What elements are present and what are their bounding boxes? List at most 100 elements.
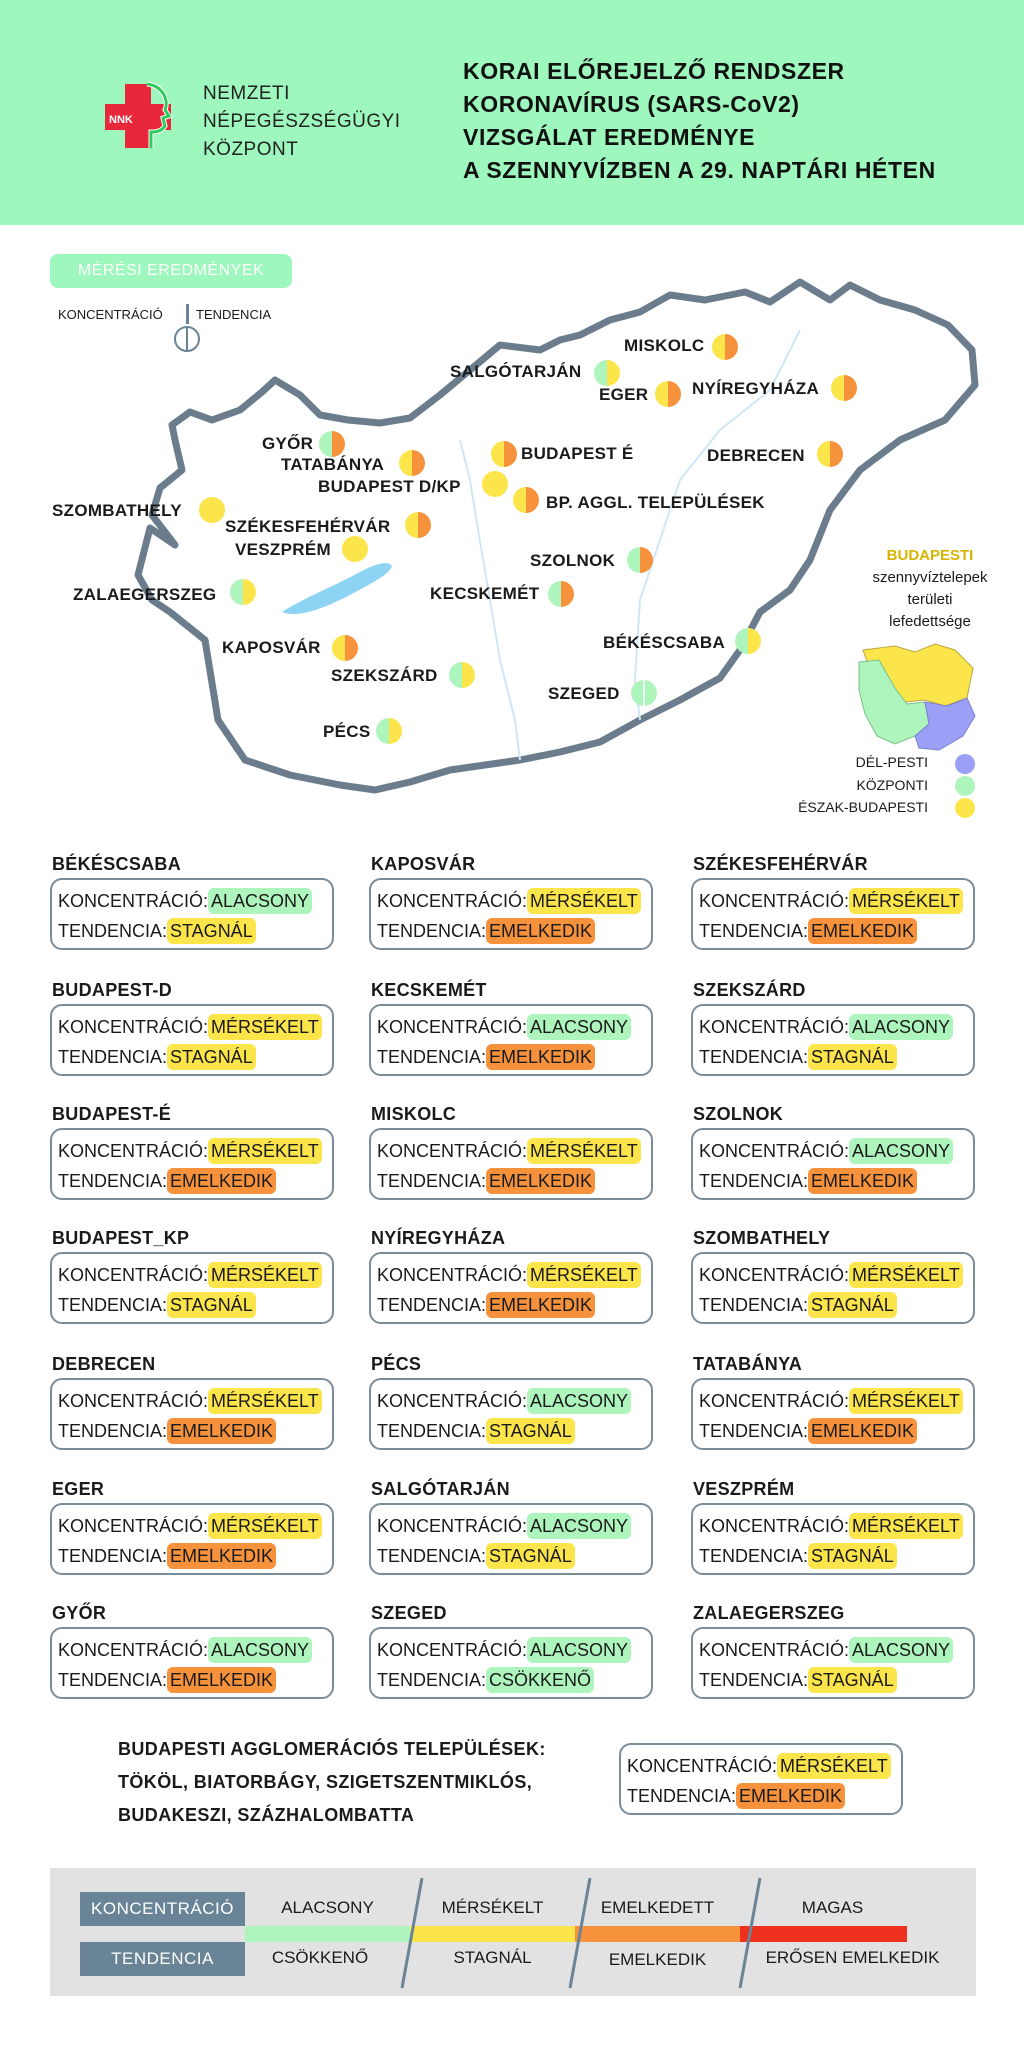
veszprem-status-icon	[342, 536, 368, 562]
result-card: KONCENTRÁCIÓ: MÉRSÉKELT TENDENCIA: EMELKEDI…	[50, 1378, 334, 1450]
card-title: PÉCS	[371, 1354, 422, 1374]
miskolc-status-icon	[712, 334, 738, 360]
scale-bar-magas	[740, 1926, 907, 1942]
result-card: KONCENTRÁCIÓ: ALACSONY TENDENCIA: STAGNÁL	[691, 1004, 975, 1076]
tendency-value: EMELKEDIK	[808, 1168, 918, 1194]
tendency-value: STAGNÁL	[486, 1418, 575, 1444]
map-label-kecskemet: KECSKEMÉT	[430, 584, 540, 603]
concentration-value: ALACSONY	[527, 1513, 632, 1539]
page-title: KORAI ELŐREJELZŐ RENDSZER KORONAVÍRUS (S…	[463, 58, 936, 183]
section-label: MÉRÉSI EREDMÉNYEK	[50, 254, 292, 288]
concentration-label: KONCENTRÁCIÓ:	[699, 1141, 850, 1161]
scale-bar-alacsony	[245, 1926, 410, 1942]
map-label-gyor: GYŐR	[262, 434, 314, 453]
concentration-label: KONCENTRÁCIÓ:	[377, 1265, 528, 1285]
eszak-budapesti-dot-icon	[955, 798, 975, 818]
card-title: BUDAPEST-É	[52, 1104, 172, 1124]
concentration-value: ALACSONY	[849, 1014, 954, 1040]
concentration-label: KONCENTRÁCIÓ:	[58, 1017, 209, 1037]
concentration-label: KONCENTRÁCIÓ:	[699, 1516, 850, 1536]
tendency-label: TENDENCIA:	[58, 1295, 168, 1315]
result-card: KONCENTRÁCIÓ: ALACSONY TENDENCIA: CSÖKKENŐ	[369, 1627, 653, 1699]
concentration-value: MÉRSÉKELT	[527, 1262, 641, 1288]
map-label-budapest-e: BUDAPEST É	[521, 444, 634, 463]
concentration-label: KONCENTRÁCIÓ:	[377, 1391, 528, 1411]
concentration-value: MÉRSÉKELT	[849, 1388, 963, 1414]
card-title: SZÉKESFEHÉRVÁR	[693, 854, 868, 874]
tendency-value: STAGNÁL	[808, 1044, 897, 1070]
budapest-legend-eszak-budapesti: ÉSZAK-BUDAPESTI	[798, 799, 928, 815]
tendency-label: TENDENCIA:	[699, 1295, 809, 1315]
concentration-value: MÉRSÉKELT	[849, 888, 963, 914]
concentration-label: KONCENTRÁCIÓ:	[58, 1141, 209, 1161]
tendency-label: TENDENCIA:	[377, 1047, 487, 1067]
card-title: ZALAEGERSZEG	[693, 1603, 845, 1623]
concentration-label: KONCENTRÁCIÓ:	[377, 1640, 528, 1660]
result-card: KONCENTRÁCIÓ: ALACSONY TENDENCIA: STAGNÁL	[369, 1378, 653, 1450]
tendency-value: EMELKEDIK	[167, 1543, 277, 1569]
tendency-label: TENDENCIA:	[58, 1546, 168, 1566]
tendency-value: EMELKEDIK	[808, 1418, 918, 1444]
concentration-value: MÉRSÉKELT	[849, 1513, 963, 1539]
tendency-label: TENDENCIA:	[699, 1171, 809, 1191]
map-label-szolnok: SZOLNOK	[530, 551, 616, 570]
concentration-value: MÉRSÉKELT	[208, 1513, 322, 1539]
szeged-status-icon	[631, 680, 657, 706]
scale-konc-magas: MAGAS	[801, 1898, 864, 1917]
scale-tend-csokkeno: CSÖKKENŐ	[271, 1948, 369, 1967]
result-card: KONCENTRÁCIÓ: ALACSONY TENDENCIA: STAGNÁL	[691, 1627, 975, 1699]
budapest-dkp-status-icon	[482, 471, 508, 497]
map-label-kaposvar: KAPOSVÁR	[222, 638, 321, 657]
card-title: KECSKEMÉT	[371, 980, 487, 1000]
tendency-value: EMELKEDIK	[167, 1168, 277, 1194]
result-card: KONCENTRÁCIÓ: MÉRSÉKELT TENDENCIA: STAGNÁL	[691, 1252, 975, 1324]
nnk-logo-icon: NNK	[105, 81, 173, 148]
organization-name: NEMZETI NÉPEGÉSZSÉGÜGYI KÖZPONT	[203, 83, 401, 160]
budapest-district-map	[858, 643, 976, 751]
result-card: KONCENTRÁCIÓ: MÉRSÉKELT TENDENCIA: EMELKEDI…	[369, 1128, 653, 1200]
result-card: KONCENTRÁCIÓ: MÉRSÉKELT TENDENCIA: STAGNÁL	[50, 1004, 334, 1076]
concentration-value: ALACSONY	[849, 1138, 954, 1164]
salgotarjan-status-icon	[594, 360, 620, 386]
scale-tend-emelkedik: EMELKEDIK	[608, 1950, 707, 1969]
scale-konc-emelkedett: EMELKEDETT	[600, 1898, 715, 1917]
card-title: SZOMBATHELY	[693, 1228, 831, 1248]
concentration-label: KONCENTRÁCIÓ:	[699, 1391, 850, 1411]
map-label-eger: EGER	[599, 385, 649, 404]
legend-concentration-label: KONCENTRÁCIÓ	[58, 307, 163, 322]
card-title: MISKOLC	[371, 1104, 457, 1124]
svg-text:NNK: NNK	[109, 114, 133, 126]
tendency-label: TENDENCIA:	[699, 1421, 809, 1441]
result-card: KONCENTRÁCIÓ: MÉRSÉKELT TENDENCIA: EMELKEDI…	[50, 1128, 334, 1200]
tendency-value: EMELKEDIK	[736, 1783, 846, 1809]
scale-legend: KONCENTRÁCIÓ TENDENCIA ALACSONY MÉRSÉKEL…	[50, 1868, 976, 1996]
tendency-label: TENDENCIA:	[58, 1171, 168, 1191]
debrecen-status-icon	[817, 441, 843, 467]
tendency-label: TENDENCIA:	[58, 1421, 168, 1441]
concentration-label: KONCENTRÁCIÓ:	[58, 891, 209, 911]
card-title: SZOLNOK	[693, 1104, 784, 1124]
szolnok-status-icon	[627, 547, 653, 573]
scale-konc-merseklet: MÉRSÉKELT	[441, 1898, 544, 1917]
card-title: KAPOSVÁR	[371, 854, 476, 874]
result-card: KONCENTRÁCIÓ: MÉRSÉKELT TENDENCIA: EMELKEDI…	[50, 1503, 334, 1575]
result-card: KONCENTRÁCIÓ: MÉRSÉKELT TENDENCIA: EMELKEDI…	[691, 1378, 975, 1450]
card-title: BUDAPEST-D	[52, 980, 173, 1000]
concentration-value: MÉRSÉKELT	[849, 1262, 963, 1288]
agglomeration-card: KONCENTRÁCIÓ: MÉRSÉKELT TENDENCIA: EMELKED…	[619, 1743, 903, 1815]
result-card: KONCENTRÁCIÓ: MÉRSÉKELT TENDENCIA: EMELKEDI…	[691, 878, 975, 950]
map-label-szekszard: SZEKSZÁRD	[331, 666, 438, 685]
concentration-value: ALACSONY	[208, 888, 313, 914]
bekescsaba-status-icon	[735, 628, 761, 654]
legend-tendency-label: TENDENCIA	[196, 307, 272, 322]
nyiregyhaza-status-icon	[831, 375, 857, 401]
concentration-label: KONCENTRÁCIÓ:	[58, 1265, 209, 1285]
agglomeration-info: BUDAPESTI AGGLOMERÁCIÓS TELEPÜLÉSEK: TÖK…	[118, 1739, 546, 1825]
card-title: EGER	[52, 1479, 105, 1499]
tendency-label: TENDENCIA:	[699, 1047, 809, 1067]
concentration-value: MÉRSÉKELT	[208, 1014, 322, 1040]
concentration-value: MÉRSÉKELT	[208, 1138, 322, 1164]
tendency-value: STAGNÁL	[808, 1667, 897, 1693]
concentration-value: ALACSONY	[527, 1014, 632, 1040]
card-title: DEBRECEN	[52, 1354, 156, 1374]
